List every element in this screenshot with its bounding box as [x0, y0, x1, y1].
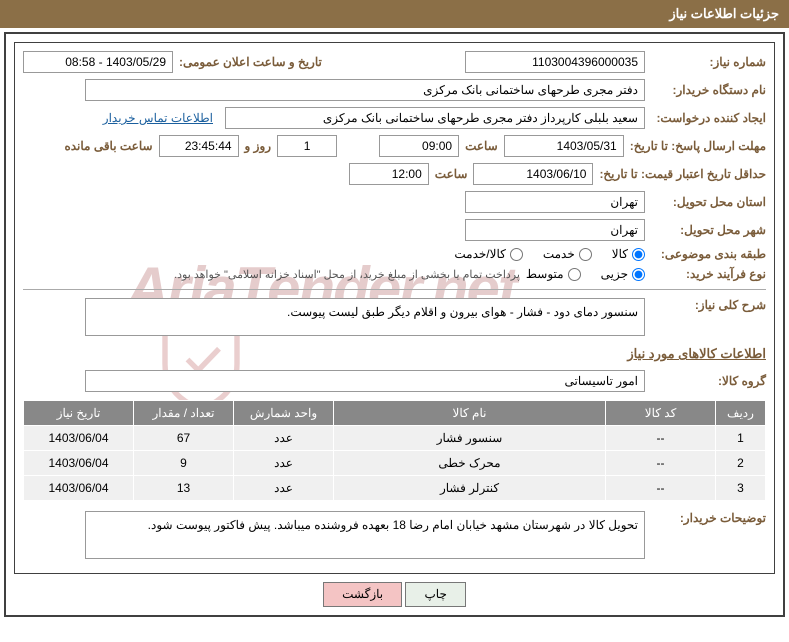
city-label: شهر محل تحویل:: [651, 223, 766, 237]
pt-medium-label: متوسط: [526, 267, 564, 281]
creator-label: ایجاد کننده درخواست:: [651, 111, 766, 125]
table-cell: 1403/06/04: [24, 476, 134, 501]
buyer-org-label: نام دستگاه خریدار:: [651, 83, 766, 97]
table-cell: 67: [134, 426, 234, 451]
table-cell: عدد: [234, 476, 334, 501]
table-cell: --: [606, 476, 716, 501]
deadline-label: مهلت ارسال پاسخ: تا تاریخ:: [630, 139, 766, 153]
table-cell: 3: [716, 476, 766, 501]
info-section: شماره نیاز: 1103004396000035 تاریخ و ساع…: [14, 42, 775, 574]
goods-group-label: گروه کالا:: [651, 374, 766, 388]
table-cell: عدد: [234, 426, 334, 451]
need-desc-label: شرح کلی نیاز:: [651, 298, 766, 312]
th-name: نام کالا: [334, 401, 606, 426]
days-field: 1: [277, 135, 337, 157]
cat-goods-label: کالا: [612, 247, 628, 261]
cat-both-radio[interactable]: [510, 248, 523, 261]
province-label: استان محل تحویل:: [651, 195, 766, 209]
th-date: تاریخ نیاز: [24, 401, 134, 426]
req-no-label: شماره نیاز:: [651, 55, 766, 69]
pt-medium-option[interactable]: متوسط: [526, 267, 581, 281]
buyer-contact-link[interactable]: اطلاعات تماس خریدار: [103, 111, 213, 125]
cat-service-option[interactable]: خدمت: [543, 247, 592, 261]
city-field: تهران: [465, 219, 645, 241]
table-row: 3--کنترلر فشارعدد131403/06/04: [24, 476, 766, 501]
table-cell: 13: [134, 476, 234, 501]
announce-field: 1403/05/29 - 08:58: [23, 51, 173, 73]
category-radio-group: کالا خدمت کالا/خدمت: [454, 247, 645, 261]
th-unit: واحد شمارش: [234, 401, 334, 426]
table-row: 1--سنسور فشارعدد671403/06/04: [24, 426, 766, 451]
purchase-type-radio-group: جزیی متوسط: [526, 267, 645, 281]
table-cell: 2: [716, 451, 766, 476]
validity-label: حداقل تاریخ اعتبار قیمت: تا تاریخ:: [599, 167, 766, 181]
cat-goods-radio[interactable]: [632, 248, 645, 261]
table-row: 2--محرک خطیعدد91403/06/04: [24, 451, 766, 476]
time-label-2: ساعت: [435, 167, 468, 181]
pt-medium-radio[interactable]: [568, 268, 581, 281]
cat-both-option[interactable]: کالا/خدمت: [454, 247, 522, 261]
table-header-row: ردیف کد کالا نام کالا واحد شمارش تعداد /…: [24, 401, 766, 426]
table-cell: 9: [134, 451, 234, 476]
remaining-time-field: 23:45:44: [159, 135, 239, 157]
divider: [23, 289, 766, 290]
goods-section-title: اطلاعات کالاهای مورد نیاز: [23, 346, 766, 362]
creator-field: سعید بلبلی کارپرداز دفتر مجری طرحهای ساخ…: [225, 107, 645, 129]
purchase-type-label: نوع فرآیند خرید:: [651, 267, 766, 281]
table-cell: عدد: [234, 451, 334, 476]
cat-both-label: کالا/خدمت: [454, 247, 505, 261]
print-button[interactable]: چاپ: [405, 582, 465, 607]
table-cell: 1403/06/04: [24, 451, 134, 476]
cat-service-label: خدمت: [543, 247, 575, 261]
need-desc-field: سنسور دمای دود - فشار - هوای بیرون و اقل…: [85, 298, 645, 336]
pt-small-option[interactable]: جزیی: [601, 267, 645, 281]
buyer-org-field: دفتر مجری طرحهای ساختمانی بانک مرکزی: [85, 79, 645, 101]
buyer-notes-label: توضیحات خریدار:: [651, 511, 766, 525]
pt-small-radio[interactable]: [632, 268, 645, 281]
table-cell: محرک خطی: [334, 451, 606, 476]
table-cell: --: [606, 451, 716, 476]
remaining-label: ساعت باقی مانده: [64, 139, 152, 153]
pt-small-label: جزیی: [601, 267, 628, 281]
page-title: جزئیات اطلاعات نیاز: [669, 6, 779, 21]
purchase-note: پرداخت تمام یا بخشی از مبلغ خرید، از محل…: [174, 268, 520, 281]
goods-table: ردیف کد کالا نام کالا واحد شمارش تعداد /…: [23, 400, 766, 501]
button-row: چاپ بازگشت: [14, 582, 775, 607]
th-row: ردیف: [716, 401, 766, 426]
table-cell: کنترلر فشار: [334, 476, 606, 501]
deadline-time-field: 09:00: [379, 135, 459, 157]
back-button[interactable]: بازگشت: [323, 582, 402, 607]
province-field: تهران: [465, 191, 645, 213]
validity-date-field: 1403/06/10: [473, 163, 593, 185]
time-label-1: ساعت: [465, 139, 498, 153]
days-label: روز و: [245, 139, 272, 153]
req-no-field: 1103004396000035: [465, 51, 645, 73]
table-cell: سنسور فشار: [334, 426, 606, 451]
table-cell: 1: [716, 426, 766, 451]
page-header: جزئیات اطلاعات نیاز: [0, 0, 789, 28]
main-frame: AriaTender.net شماره نیاز: 1103004396000…: [4, 32, 785, 617]
table-cell: 1403/06/04: [24, 426, 134, 451]
announce-label: تاریخ و ساعت اعلان عمومی:: [179, 55, 322, 69]
category-label: طبقه بندی موضوعی:: [651, 247, 766, 261]
table-cell: --: [606, 426, 716, 451]
th-code: کد کالا: [606, 401, 716, 426]
validity-time-field: 12:00: [349, 163, 429, 185]
cat-goods-option[interactable]: کالا: [612, 247, 645, 261]
cat-service-radio[interactable]: [579, 248, 592, 261]
buyer-notes-field: تحویل کالا در شهرستان مشهد خیابان امام ر…: [85, 511, 645, 559]
deadline-date-field: 1403/05/31: [504, 135, 624, 157]
goods-group-field: امور تاسیساتی: [85, 370, 645, 392]
th-qty: تعداد / مقدار: [134, 401, 234, 426]
